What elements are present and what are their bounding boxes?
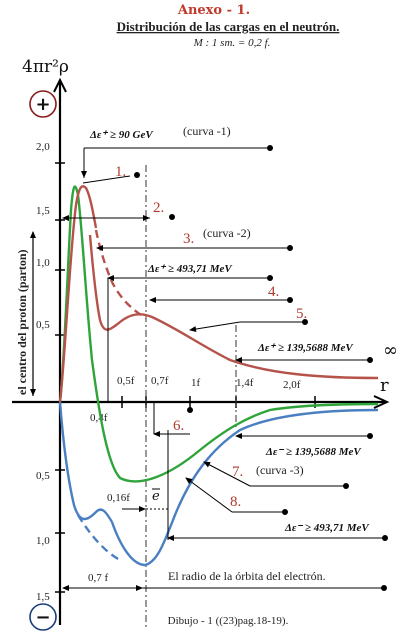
x-tick-0-4f: 0,4f <box>90 412 108 424</box>
minus-sign-icon: − <box>29 603 57 631</box>
annotation-4: 4. <box>268 284 279 300</box>
y-tick-neg-0-5: 0,5 <box>36 470 50 482</box>
header-subtitle: Distribución de las cargas en el neutrón… <box>117 19 340 34</box>
red-curve-tail <box>88 234 379 380</box>
y-side-label: el centro del proton (parton) <box>15 249 29 395</box>
energy-plus-139: Δε⁺ ≥ 139,5688 MeV <box>257 342 354 354</box>
label-0-7f: 0,7 f <box>88 572 109 584</box>
plus-sign: + <box>35 94 50 115</box>
energy-minus-139: Δε⁻ ≥ 139,5688 MeV <box>265 446 362 458</box>
energy-minus-493: Δε⁻ ≥ 493,71 MeV <box>284 522 370 534</box>
blue-curve-dashed <box>76 514 121 562</box>
energy-plus-493: Δε⁺ ≥ 493,71 MeV <box>147 263 233 275</box>
annotation-8: 8. <box>230 494 241 510</box>
y-tick-0-5: 0,5 <box>36 319 50 331</box>
blue-curve-tail <box>110 408 379 567</box>
plus-sign-icon: + <box>29 90 57 118</box>
y-axis-label: 4πr²ρ <box>22 57 69 77</box>
label-0-16f: 0,16f <box>107 492 130 504</box>
annotation-3: 3. <box>183 231 194 247</box>
x-axis-arrow-icon <box>373 395 390 409</box>
x-tick-1f: 1f <box>191 377 201 389</box>
annotation-6: 6. <box>173 418 184 434</box>
x-tick-0-7f: 0,7f <box>151 375 169 387</box>
figure-caption: Dibujo - 1 ((23)pag.18-19). <box>168 615 289 627</box>
curva-3-label: (curva -3) <box>256 463 304 477</box>
x-axis-label: r <box>380 375 389 396</box>
annotation-5: 5. <box>296 306 307 322</box>
infinity-symbol: ∞ <box>383 340 398 361</box>
red-curve <box>58 185 98 403</box>
x-tick-0-5f: 0,5f <box>117 375 135 387</box>
y-ticks-positive: 2,0 1,5 1,0 0,5 <box>36 141 65 336</box>
y-ticks-negative: 0,5 1,0 1,5 <box>36 469 65 603</box>
orbit-radius-label: El radio de la órbita del electrón. <box>168 569 326 583</box>
curva-1-label: (curva -1) <box>183 124 231 138</box>
y-tick-2-0: 2,0 <box>36 141 50 153</box>
y-tick-1-0: 1,0 <box>36 257 50 269</box>
y-tick-neg-1-0: 1,0 <box>36 535 50 547</box>
x-tick-2-0f: 2,0f <box>283 379 301 391</box>
electron-symbol: e <box>152 489 160 504</box>
curva-2-label: (curva -2) <box>203 226 251 240</box>
red-curve-dashed <box>94 229 147 320</box>
green-curve <box>58 185 379 483</box>
annotation-2: 2. <box>153 200 164 216</box>
x-tick-1-4f: 1,4f <box>236 377 254 389</box>
header-title: Anexo - 1. <box>177 3 250 18</box>
minus-sign: − <box>35 607 50 628</box>
y-tick-neg-1-5: 1,5 <box>36 591 50 603</box>
annotation-1: 1. <box>115 164 126 180</box>
y-tick-1-5: 1,5 <box>36 205 50 217</box>
energy-plus-90: Δε⁺ ≥ 90 GeV <box>89 129 154 141</box>
header-scale: M : 1 sm. = 0,2 f. <box>193 37 271 49</box>
annotation-7: 7. <box>232 464 243 480</box>
y-axis-arrow-icon <box>53 77 67 93</box>
x-ticks: 0,5f 0,7f 1f 1,4f 2,0f 0,4f <box>90 375 316 424</box>
